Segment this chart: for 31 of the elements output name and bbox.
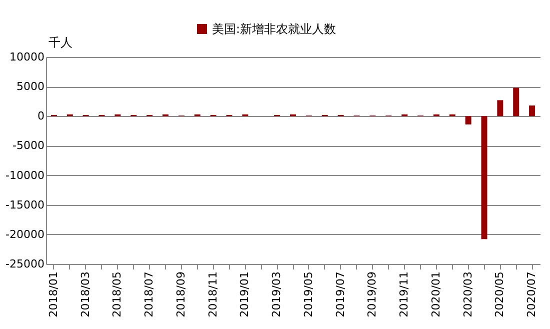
x-tick-label: 2020/05 (493, 272, 506, 318)
y-axis-title: 千人 (48, 36, 72, 50)
x-tick-label: 2019/09 (366, 272, 379, 318)
y-tick-label: 10000 (10, 50, 44, 64)
x-tick-label: 2019/11 (398, 272, 411, 318)
x-tick-label: 2019/05 (302, 272, 315, 318)
y-tick-label: -5000 (12, 139, 44, 152)
y-tick-label: -10000 (6, 168, 44, 182)
x-tick-label: 2018/05 (110, 272, 124, 318)
x-tick-label: 2018/03 (78, 272, 92, 318)
x-tick-label: 2018/07 (142, 272, 156, 318)
x-tick-label: 2018/09 (174, 272, 188, 318)
bar (465, 116, 472, 124)
bar (481, 116, 488, 240)
y-tick-label: -15000 (6, 198, 44, 212)
x-tick-label: 2019/07 (334, 272, 347, 318)
y-tick-label: 0 (38, 110, 44, 123)
y-tick-label: 5000 (16, 80, 44, 94)
x-tick-label: 2019/01 (238, 272, 252, 318)
y-tick-label: -25000 (6, 258, 44, 270)
y-tick-label: -20000 (6, 228, 44, 241)
x-tick-label: 2020/01 (429, 272, 442, 318)
x-tick-label: 2020/03 (461, 272, 474, 318)
x-tick-label: 2018/11 (206, 272, 220, 318)
bar (529, 105, 536, 116)
x-tick-label: 2020/07 (525, 272, 538, 318)
x-tick-label: 2019/03 (270, 272, 284, 318)
legend-label: 美国:新增非农就业人数 (212, 22, 336, 36)
bar (497, 100, 504, 116)
x-tick-label: 2018/01 (46, 272, 60, 318)
bar (513, 88, 520, 116)
